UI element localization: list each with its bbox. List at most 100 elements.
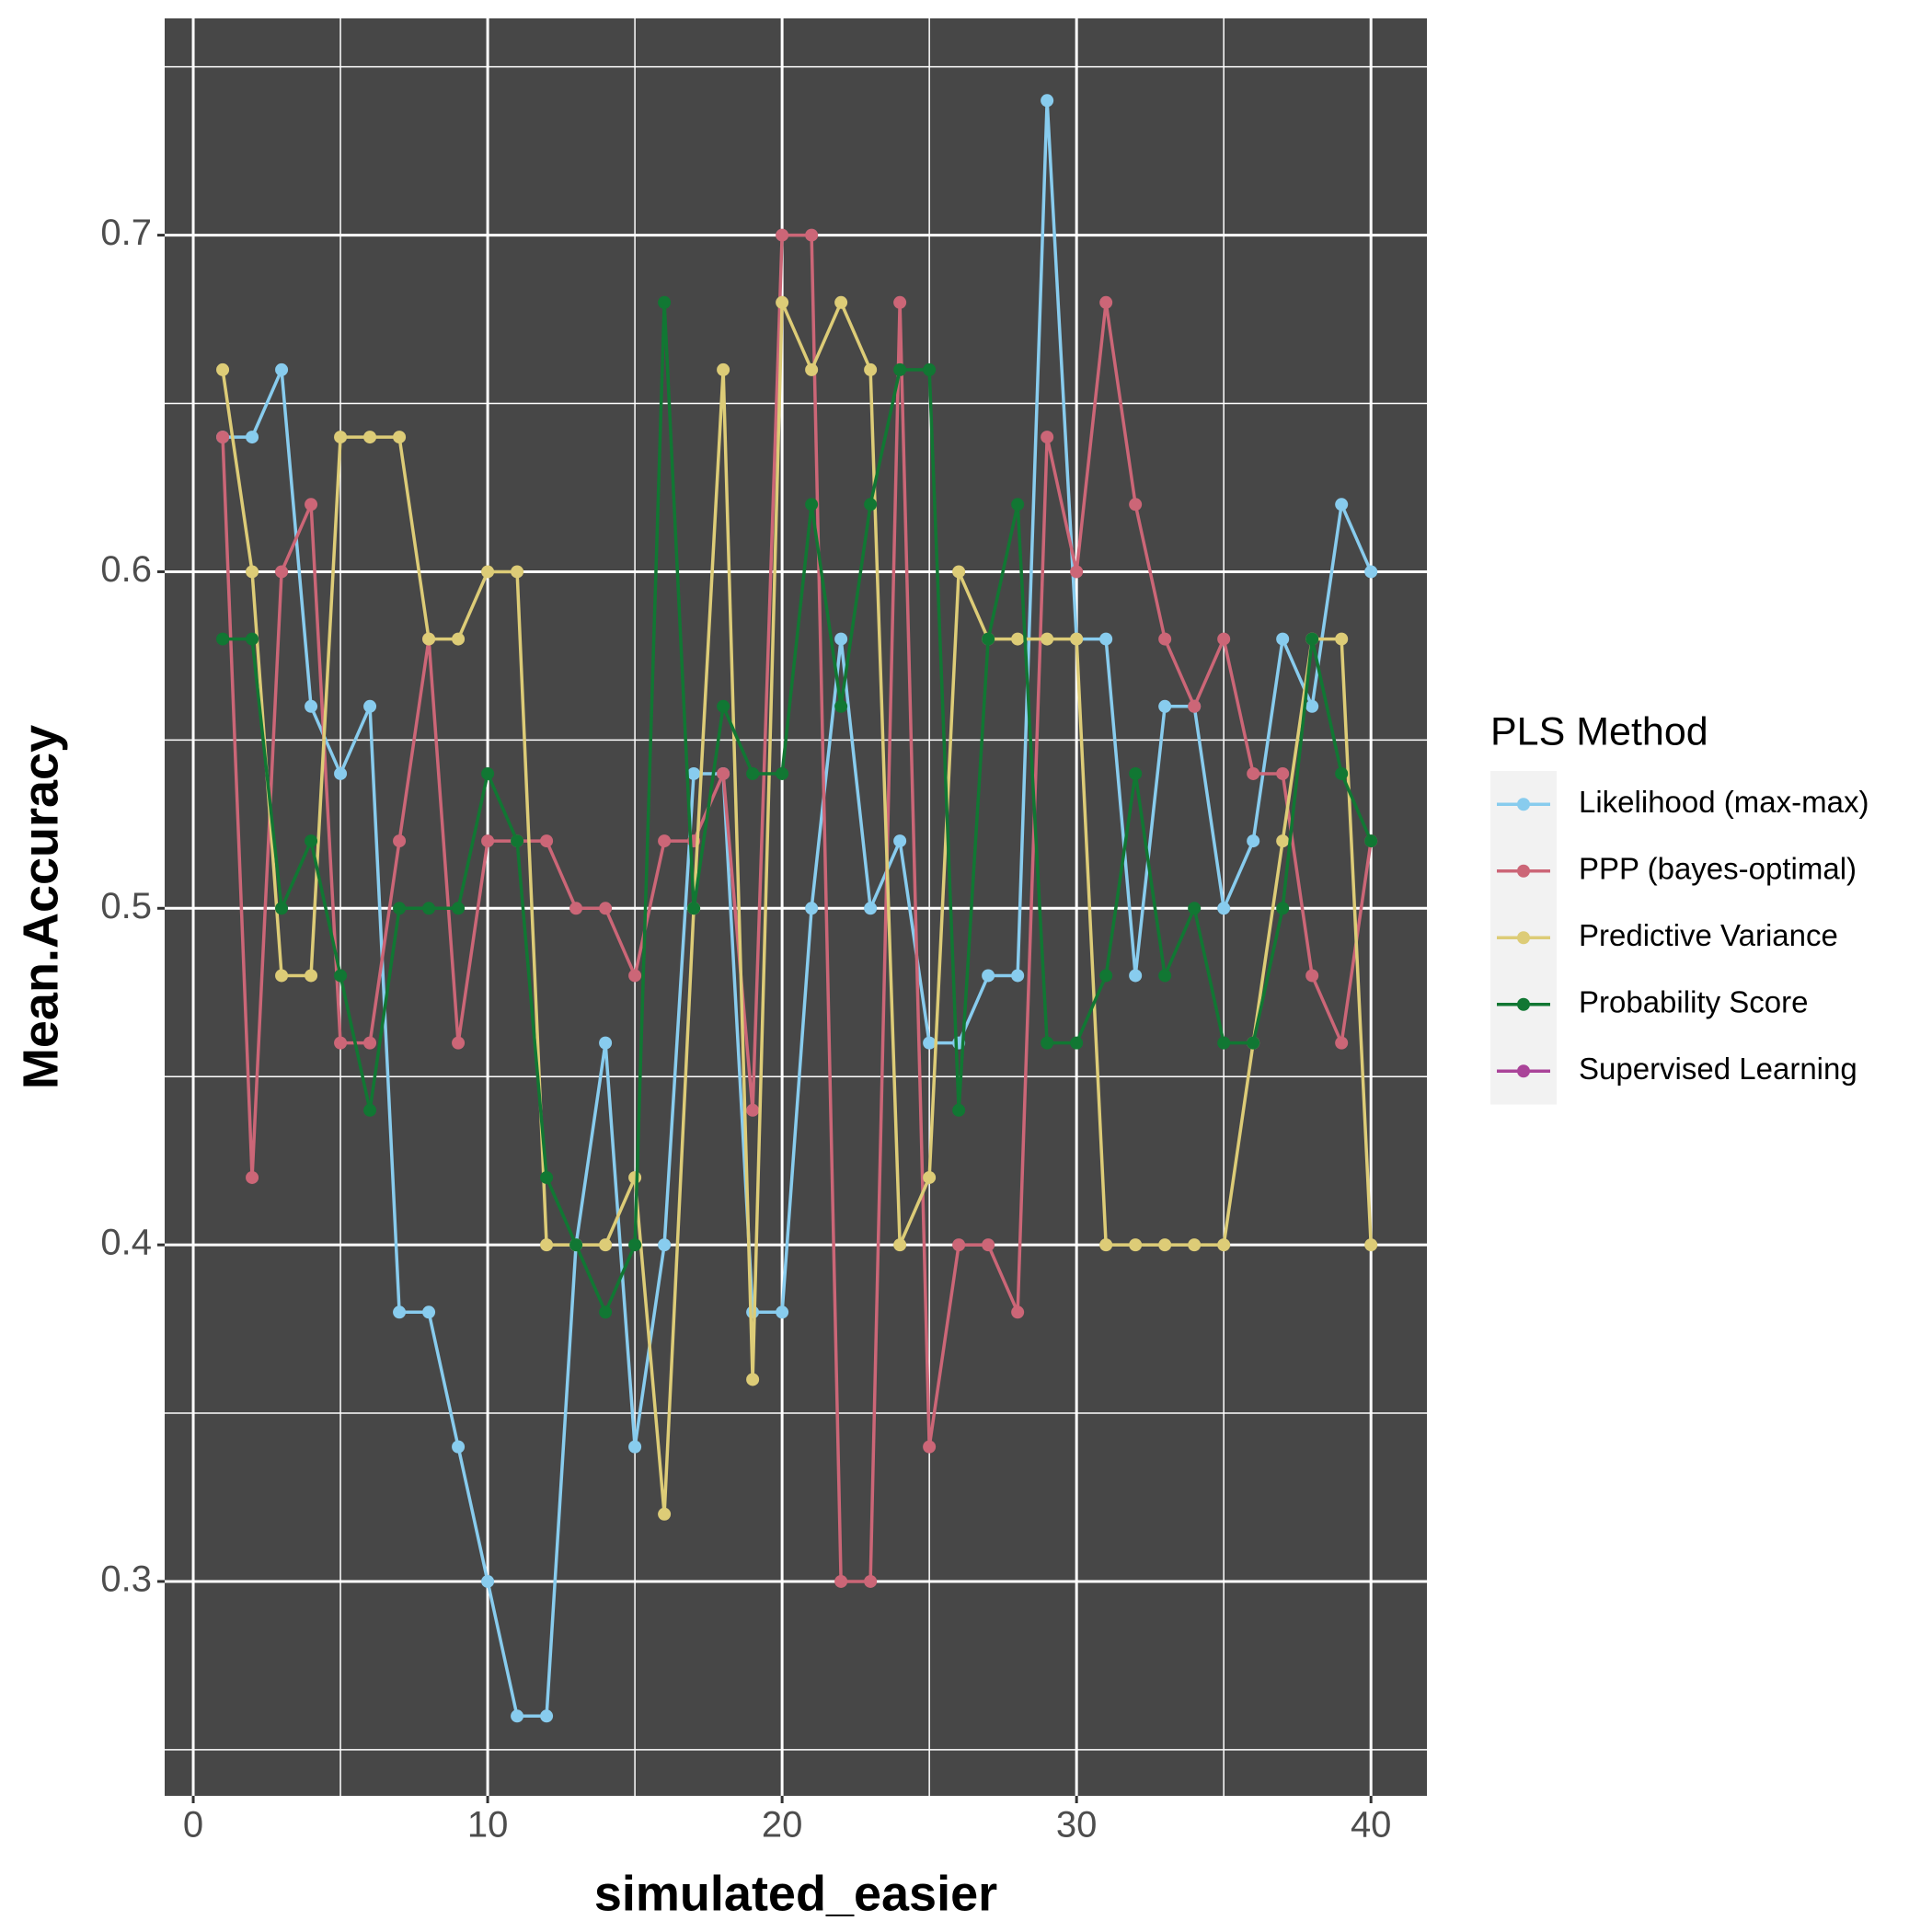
point: [599, 1305, 613, 1319]
point: [658, 1507, 672, 1521]
point: [599, 1036, 613, 1050]
point: [1188, 699, 1202, 713]
point: [1335, 1036, 1349, 1050]
point: [628, 1170, 642, 1184]
point: [658, 295, 672, 309]
point: [1217, 1238, 1231, 1252]
point: [1276, 766, 1290, 780]
point: [952, 1238, 966, 1252]
point: [923, 362, 937, 376]
point: [746, 766, 760, 780]
point: [982, 969, 995, 983]
x-tick-label: 30: [1056, 1805, 1098, 1846]
point: [216, 362, 230, 376]
point: [334, 1036, 348, 1050]
point: [952, 1103, 966, 1117]
point: [1041, 1036, 1054, 1050]
point: [305, 699, 318, 713]
point: [511, 565, 524, 579]
point: [1188, 1238, 1202, 1252]
point: [658, 1238, 672, 1252]
point: [834, 1574, 848, 1588]
legend-key-point: [1517, 864, 1530, 878]
point: [216, 632, 230, 646]
point: [1276, 834, 1290, 848]
point: [893, 1238, 907, 1252]
point: [982, 1238, 995, 1252]
point: [982, 632, 995, 646]
point: [569, 1238, 583, 1252]
point: [1364, 1238, 1378, 1252]
point: [1335, 766, 1349, 780]
x-tick-label: 10: [467, 1805, 509, 1846]
point: [952, 565, 966, 579]
point: [422, 632, 436, 646]
legend-label: Probability Score: [1579, 984, 1808, 1018]
point: [305, 498, 318, 512]
point: [246, 1170, 259, 1184]
point: [1099, 632, 1113, 646]
point: [246, 431, 259, 444]
point: [834, 295, 848, 309]
point: [923, 1170, 937, 1184]
point: [1041, 632, 1054, 646]
legend-key-point: [1517, 798, 1530, 811]
point: [1217, 632, 1231, 646]
point: [893, 295, 907, 309]
point: [805, 498, 819, 512]
point: [393, 834, 407, 848]
x-tick-label: 20: [762, 1805, 803, 1846]
point: [1070, 565, 1084, 579]
point: [1188, 902, 1202, 915]
point: [363, 699, 377, 713]
x-axis-title: simulated_easier: [594, 1866, 997, 1921]
point: [569, 902, 583, 915]
point: [452, 1036, 466, 1050]
point: [687, 902, 701, 915]
point: [275, 565, 289, 579]
point: [481, 834, 495, 848]
point: [687, 766, 701, 780]
point: [1217, 1036, 1231, 1050]
point: [864, 362, 878, 376]
point: [363, 431, 377, 444]
point: [1011, 498, 1025, 512]
point: [540, 1170, 554, 1184]
legend-label: Likelihood (max-max): [1579, 785, 1869, 819]
point: [628, 1440, 642, 1454]
y-tick-label: 0.3: [100, 1559, 152, 1600]
point: [334, 431, 348, 444]
point: [864, 902, 878, 915]
y-tick-label: 0.4: [100, 1223, 152, 1263]
legend-label: PPP (bayes-optimal): [1579, 851, 1857, 885]
point: [246, 632, 259, 646]
point: [1247, 1036, 1260, 1050]
point: [717, 766, 730, 780]
point: [422, 902, 436, 915]
legend-key-point: [1517, 931, 1530, 945]
point: [1011, 1305, 1025, 1319]
point: [246, 565, 259, 579]
point: [275, 362, 289, 376]
point: [658, 834, 672, 848]
point: [334, 969, 348, 983]
point: [834, 699, 848, 713]
point: [275, 969, 289, 983]
point: [1129, 969, 1143, 983]
point: [1247, 834, 1260, 848]
point: [893, 362, 907, 376]
point: [717, 699, 730, 713]
point: [1305, 969, 1319, 983]
point: [275, 902, 289, 915]
point: [1129, 1238, 1143, 1252]
point: [481, 565, 495, 579]
point: [422, 1305, 436, 1319]
point: [1041, 431, 1054, 444]
y-tick-label: 0.7: [100, 213, 152, 253]
point: [864, 498, 878, 512]
point: [893, 834, 907, 848]
point: [216, 431, 230, 444]
y-tick-label: 0.6: [100, 549, 152, 590]
point: [1158, 1238, 1172, 1252]
point: [540, 834, 554, 848]
